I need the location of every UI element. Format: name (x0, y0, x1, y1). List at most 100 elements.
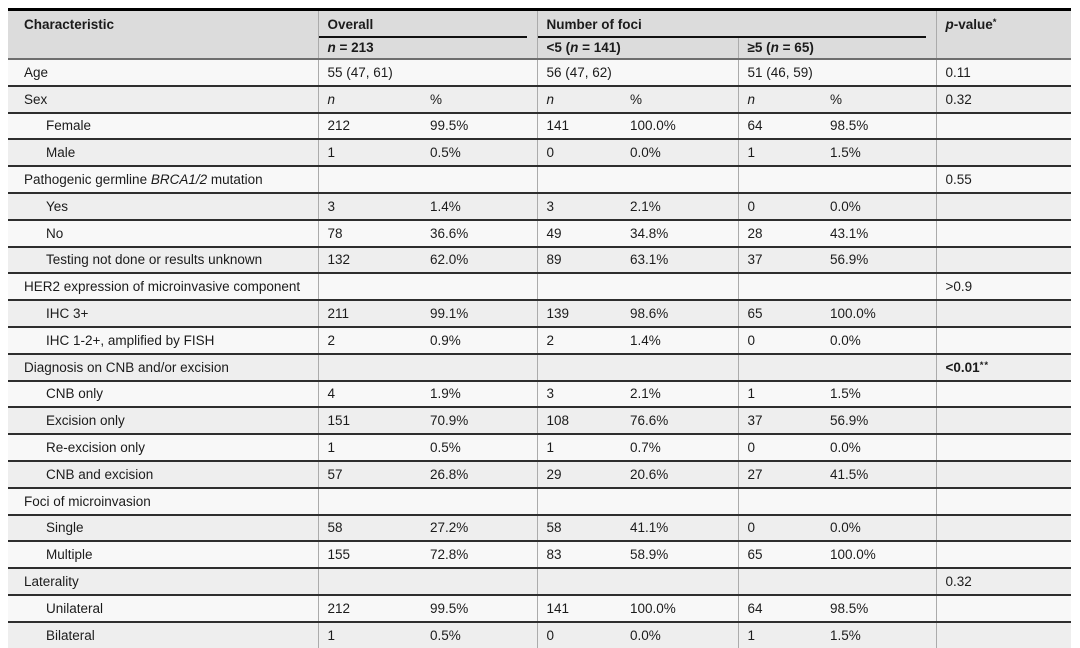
value-cell: 83 (536, 540, 621, 569)
value-cell: 0 (737, 433, 821, 461)
row-label: Laterality (8, 567, 318, 595)
value-cell: 0.7% (621, 433, 738, 461)
value-cell (317, 272, 421, 301)
table-row: Testing not done or results unknown 132 62… (8, 245, 1072, 274)
row-label: CNB and excision (8, 459, 318, 488)
overall-group-label: Overall (327, 17, 374, 32)
value-cell: 64 (737, 111, 821, 140)
pvalue-italic-p: p (945, 17, 954, 32)
value-cell: n (536, 84, 621, 113)
row-label: Single (8, 513, 318, 542)
subheader-text: <5 ( (546, 40, 571, 55)
value-cell (737, 272, 821, 301)
table-row: Laterality 0.32 (8, 567, 1072, 595)
row-label: Excision only (8, 406, 318, 435)
value-cell: 63.1% (621, 245, 738, 274)
table-row: Excision only 151 70.9% 108 76.6% 37 56.9% (8, 406, 1072, 435)
value-cell: 100.0% (821, 540, 937, 569)
value-cell: % (621, 84, 738, 113)
value-cell: 0.5% (421, 620, 537, 648)
row-label: Sex (8, 84, 318, 113)
row-label: Male (8, 138, 318, 167)
value-cell: 1 (317, 138, 421, 167)
col-header-overall: Overall (317, 9, 537, 38)
value-cell: 211 (317, 299, 421, 327)
value-cell: 0.0% (621, 138, 738, 167)
pvalue-cell (935, 111, 1072, 140)
value-cell: 1.9% (421, 379, 537, 408)
table-row: Bilateral 1 0.5% 0 0.0% 1 1.5% (8, 620, 1072, 648)
value-cell: 151 (317, 406, 421, 435)
value-cell: 1.5% (821, 620, 937, 648)
col-header-pvalue: p-value* (935, 9, 1072, 59)
value-cell (821, 165, 937, 193)
row-label: HER2 expression of microinvasive compone… (8, 272, 318, 301)
value-cell: 20.6% (621, 459, 738, 488)
value-cell: 2.1% (621, 191, 738, 220)
pvalue-cell (935, 325, 1072, 354)
value-cell (317, 352, 421, 381)
value-cell: 29 (536, 459, 621, 488)
row-label: Multiple (8, 540, 318, 569)
value-cell: 0.0% (821, 433, 937, 461)
value-cell: 1 (737, 138, 821, 167)
pvalue-cell: >0.9 (935, 272, 1072, 301)
table-row: Foci of microinvasion (8, 486, 1072, 515)
value-cell: 0.0% (821, 325, 937, 354)
table-row: Single 58 27.2% 58 41.1% 0 0.0% (8, 513, 1072, 542)
value-cell: 1.4% (621, 325, 738, 354)
value-cell: 0 (737, 191, 821, 220)
pvalue-cell (935, 433, 1072, 461)
value-cell (621, 352, 738, 381)
value-cell: 37 (737, 406, 821, 435)
value-cell (317, 486, 421, 515)
value-cell (821, 567, 937, 595)
value-cell: 64 (737, 593, 821, 622)
value-cell (821, 272, 937, 301)
value-cell: 108 (536, 406, 621, 435)
value-cell: 98.5% (821, 593, 937, 622)
table-row: Female 212 99.5% 141 100.0% 64 98.5% (8, 111, 1072, 140)
value-cell (737, 567, 821, 595)
subheader-text: = 141) (578, 40, 621, 55)
foci-group-label: Number of foci (546, 17, 642, 32)
row-label: Bilateral (8, 620, 318, 648)
value-cell: 0.0% (621, 620, 738, 648)
value-cell (536, 165, 621, 193)
table-row: IHC 1-2+, amplified by FISH 2 0.9% 2 1.4% 0 0.… (8, 325, 1072, 354)
value-cell: 27.2% (421, 513, 537, 542)
value-cell: 155 (317, 540, 421, 569)
row-label: Pathogenic germline BRCA1/2 mutation (8, 165, 318, 193)
value-cell: 37 (737, 245, 821, 274)
pvalue-footnote-marker: * (992, 17, 998, 28)
value-cell: 28 (737, 218, 821, 247)
value-cell: % (821, 84, 937, 113)
pvalue-cell (935, 299, 1072, 327)
value-cell: 34.8% (621, 218, 738, 247)
value-cell: 99.1% (421, 299, 537, 327)
value-cell: 89 (536, 245, 621, 274)
header-row-groups: Characteristic Overall Number of foci p-… (8, 9, 1072, 59)
subheader-n-italic: n (327, 40, 336, 55)
pvalue-cell: <0.01** (935, 352, 1072, 381)
value-cell: 56 (47, 62) (536, 58, 738, 86)
pvalue-cell (935, 245, 1072, 274)
table-row: Re-excision only 1 0.5% 1 0.7% 0 0.0% (8, 433, 1072, 461)
value-cell: 98.5% (821, 111, 937, 140)
value-cell: 3 (536, 191, 621, 220)
subheader-foci-lt5: <5 (n = 141) (536, 38, 738, 59)
value-cell (737, 486, 821, 515)
table-row: Unilateral 212 99.5% 141 100.0% 64 98.5% (8, 593, 1072, 622)
value-cell: 41.5% (821, 459, 937, 488)
value-cell: 1.5% (821, 379, 937, 408)
value-cell: 1 (536, 433, 621, 461)
value-cell: 0 (536, 138, 621, 167)
value-cell: 65 (737, 299, 821, 327)
row-label: Age (8, 58, 318, 86)
value-cell: 3 (317, 191, 421, 220)
subheader-foci-ge5: ≥5 (n = 65) (737, 38, 937, 59)
table-row: Age 55 (47, 61) 56 (47, 62) 51 (46, 59) 0.11 (8, 58, 1072, 86)
value-cell (317, 567, 421, 595)
value-cell: 100.0% (621, 593, 738, 622)
row-label: Diagnosis on CNB and/or excision (8, 352, 318, 381)
